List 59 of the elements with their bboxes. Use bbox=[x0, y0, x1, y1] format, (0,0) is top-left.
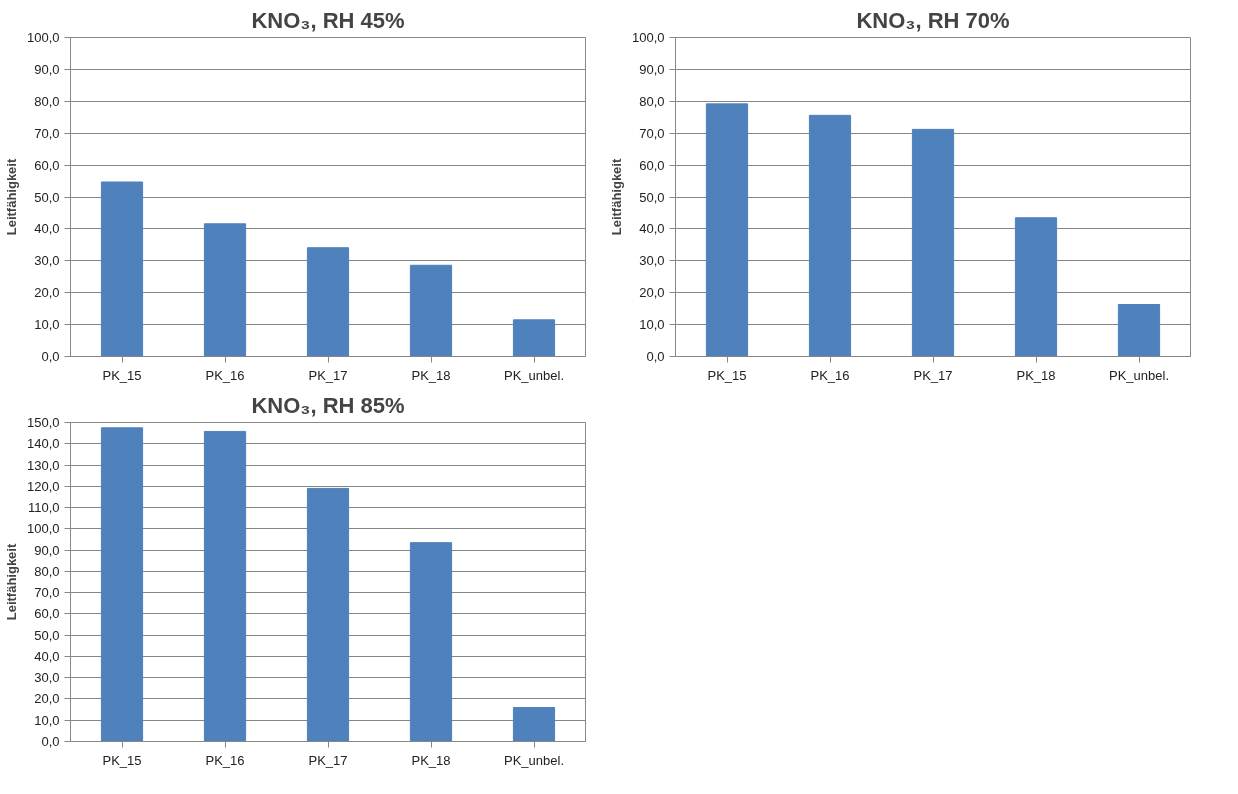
y-tick-label: 60,0 bbox=[34, 157, 60, 173]
y-tick-label: 40,0 bbox=[639, 221, 665, 237]
chart-title: KNO₃, RH 45% bbox=[251, 7, 405, 33]
y-tick-label: 0,0 bbox=[646, 349, 665, 364]
x-tick-label: PK_17 bbox=[308, 367, 348, 383]
y-tick-label: 60,0 bbox=[34, 606, 60, 622]
y-tick-label: 30,0 bbox=[34, 670, 60, 686]
y-tick-label: 0,0 bbox=[41, 349, 60, 364]
y-tick-label: 80,0 bbox=[639, 93, 665, 109]
x-tick-label: PK_unbel. bbox=[504, 752, 564, 768]
y-tick-label: 20,0 bbox=[34, 691, 60, 707]
y-tick-label: 40,0 bbox=[34, 648, 60, 664]
y-tick-label: 70,0 bbox=[34, 125, 60, 141]
x-tick-label: PK_17 bbox=[913, 367, 953, 383]
y-tick-label: 0,0 bbox=[41, 734, 60, 749]
y-axis-title: Leitfähigkeit bbox=[608, 158, 624, 236]
x-tick-label: PK_15 bbox=[102, 367, 142, 383]
y-tick-label: 150,0 bbox=[26, 415, 60, 430]
y-tick-label: 110,0 bbox=[27, 500, 60, 516]
y-tick-label: 90,0 bbox=[34, 542, 60, 558]
y-tick-label: 50,0 bbox=[639, 189, 665, 205]
chart-title: KNO₃, RH 70% bbox=[856, 7, 1010, 33]
x-tick-label: PK_15 bbox=[102, 752, 142, 768]
chart-title: KNO₃, RH 85% bbox=[251, 392, 405, 418]
y-axis-title: Leitfähigkeit bbox=[3, 158, 19, 236]
y-tick-label: 80,0 bbox=[34, 563, 60, 579]
y-tick-label: 20,0 bbox=[639, 285, 665, 301]
y-tick-label: 70,0 bbox=[639, 125, 665, 141]
x-tick-label: PK_18 bbox=[1016, 367, 1056, 383]
y-tick-label: 130,0 bbox=[26, 457, 60, 473]
x-tick-label: PK_17 bbox=[308, 752, 348, 768]
x-tick-label: PK_16 bbox=[205, 367, 245, 383]
y-tick-label: 10,0 bbox=[34, 317, 60, 333]
x-tick-label: PK_16 bbox=[810, 367, 850, 383]
x-tick-label: PK_16 bbox=[205, 752, 245, 768]
y-tick-label: 100,0 bbox=[26, 30, 60, 45]
y-tick-label: 40,0 bbox=[34, 221, 60, 237]
y-tick-label: 30,0 bbox=[34, 253, 60, 269]
y-tick-label: 140,0 bbox=[26, 436, 60, 452]
y-tick-label: 10,0 bbox=[639, 317, 665, 333]
y-tick-label: 60,0 bbox=[639, 157, 665, 173]
y-tick-label: 80,0 bbox=[34, 93, 60, 109]
y-tick-label: 20,0 bbox=[34, 285, 60, 301]
x-tick-label: PK_18 bbox=[411, 752, 451, 768]
y-tick-label: 10,0 bbox=[34, 712, 60, 728]
y-tick-label: 50,0 bbox=[34, 627, 60, 643]
x-tick-label: PK_15 bbox=[707, 367, 747, 383]
y-tick-label: 90,0 bbox=[34, 61, 60, 77]
x-tick-label: PK_18 bbox=[411, 367, 451, 383]
y-tick-label: 100,0 bbox=[631, 30, 665, 45]
x-tick-label: PK_unbel. bbox=[1109, 367, 1169, 383]
y-tick-label: 70,0 bbox=[34, 585, 60, 601]
y-tick-label: 120,0 bbox=[26, 478, 60, 494]
y-axis-title: Leitfähigkeit bbox=[3, 543, 19, 621]
y-tick-label: 90,0 bbox=[639, 61, 665, 77]
y-tick-label: 100,0 bbox=[26, 521, 60, 537]
y-tick-label: 50,0 bbox=[34, 189, 60, 205]
x-tick-label: PK_unbel. bbox=[504, 367, 564, 383]
y-tick-label: 30,0 bbox=[639, 253, 665, 269]
